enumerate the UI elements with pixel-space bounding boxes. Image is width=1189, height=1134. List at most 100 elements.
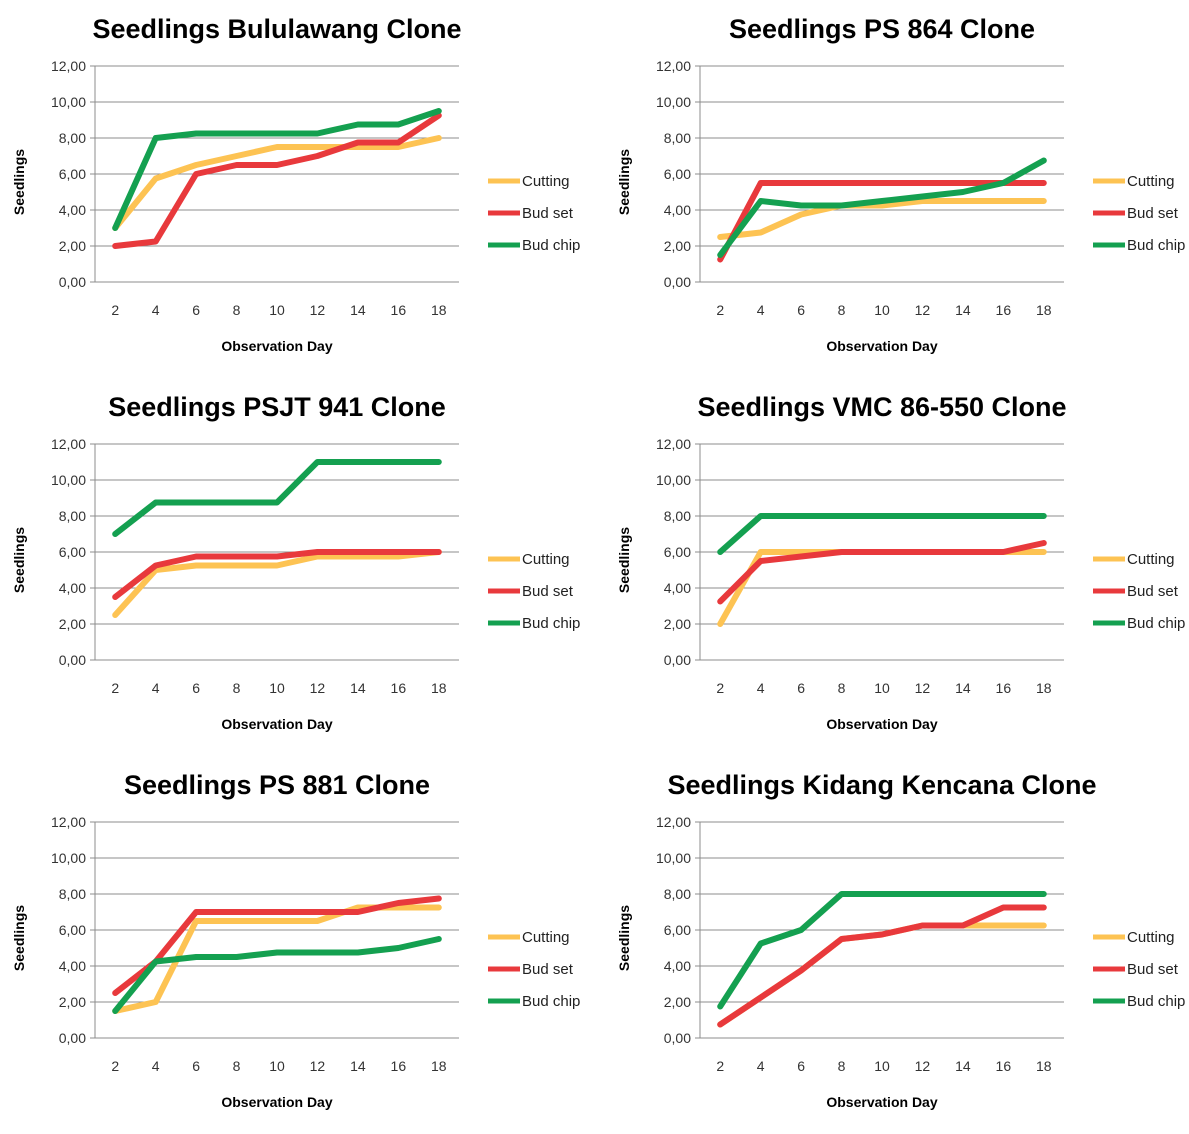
y-axis-label: Seedlings: [616, 527, 632, 593]
y-tick-label: 4,00: [59, 580, 86, 596]
x-tick-label: 8: [233, 302, 241, 318]
x-tick-label: 8: [233, 1058, 241, 1074]
legend-label: Bud set: [1127, 583, 1179, 600]
x-axis-label: Observation Day: [221, 1094, 332, 1110]
x-tick-label: 10: [269, 680, 285, 696]
x-tick-label: 14: [350, 302, 366, 318]
x-tick-label: 4: [757, 1058, 765, 1074]
y-tick-label: 8,00: [664, 886, 691, 902]
x-tick-label: 18: [1036, 1058, 1052, 1074]
x-axis-label: Observation Day: [826, 1094, 937, 1110]
y-tick-label: 4,00: [59, 202, 86, 218]
x-tick-label: 16: [391, 680, 407, 696]
legend-label: Cutting: [522, 551, 570, 568]
x-tick-label: 12: [915, 302, 931, 318]
y-tick-label: 6,00: [59, 166, 86, 182]
y-tick-label: 10,00: [656, 472, 691, 488]
y-tick-label: 6,00: [59, 544, 86, 560]
x-tick-label: 4: [152, 302, 160, 318]
series-line-bud-chip: [717, 891, 1047, 1010]
chart-title: Seedlings Kidang Kencana Clone: [667, 770, 1096, 800]
series-line-bud-chip: [717, 157, 1047, 258]
chart-panel: Seedlings PS 864 Clone 0,00 2,00 4,00 6,00 8,…: [605, 0, 1189, 378]
y-tick-label: 4,00: [59, 958, 86, 974]
series-line-bud-set: [112, 112, 442, 249]
y-tick-label: 8,00: [59, 886, 86, 902]
y-tick-label: 0,00: [664, 274, 691, 290]
y-tick-label: 0,00: [664, 652, 691, 668]
x-tick-label: 10: [874, 302, 890, 318]
x-tick-label: 4: [757, 680, 765, 696]
x-tick-label: 4: [152, 680, 160, 696]
y-tick-label: 12,00: [656, 58, 691, 74]
series-line-cutting: [112, 135, 442, 231]
x-tick-label: 16: [391, 1058, 407, 1074]
x-tick-label: 18: [1036, 302, 1052, 318]
legend-label: Bud chip: [1127, 993, 1185, 1010]
y-tick-label: 0,00: [664, 1030, 691, 1046]
x-tick-label: 2: [716, 680, 724, 696]
y-tick-label: 10,00: [51, 850, 86, 866]
line-chart: Seedlings VMC 86-550 Clone 0,00 2,00 4,00 6,…: [616, 392, 1185, 732]
x-tick-label: 12: [310, 1058, 326, 1074]
series-line-cutting: [717, 198, 1047, 240]
legend-label: Bud chip: [1127, 615, 1185, 632]
x-tick-label: 16: [391, 302, 407, 318]
x-tick-label: 6: [192, 1058, 200, 1074]
line-chart: Seedlings PSJT 941 Clone 0,00 2,00 4,00 6,00…: [11, 392, 580, 732]
series-line-bud-chip: [717, 513, 1047, 555]
x-tick-label: 6: [192, 680, 200, 696]
x-tick-label: 16: [996, 1058, 1012, 1074]
chart-title: Seedlings VMC 86-550 Clone: [697, 392, 1066, 422]
line-chart: Seedlings PS 864 Clone 0,00 2,00 4,00 6,00 8,…: [616, 14, 1185, 354]
y-tick-label: 10,00: [51, 472, 86, 488]
x-tick-label: 10: [874, 1058, 890, 1074]
x-axis-label: Observation Day: [221, 716, 332, 732]
y-tick-label: 10,00: [656, 94, 691, 110]
legend-label: Bud set: [1127, 961, 1179, 978]
legend-label: Cutting: [1127, 173, 1175, 190]
y-tick-label: 4,00: [664, 202, 691, 218]
y-tick-label: 4,00: [664, 958, 691, 974]
x-tick-label: 10: [269, 302, 285, 318]
legend-label: Bud chip: [522, 237, 580, 254]
x-tick-label: 2: [111, 680, 119, 696]
y-tick-label: 12,00: [51, 436, 86, 452]
y-tick-label: 2,00: [59, 238, 86, 254]
legend-label: Bud chip: [522, 615, 580, 632]
x-tick-label: 8: [838, 680, 846, 696]
y-tick-label: 12,00: [51, 58, 86, 74]
x-axis-label: Observation Day: [826, 338, 937, 354]
x-tick-label: 12: [310, 302, 326, 318]
y-tick-label: 10,00: [51, 94, 86, 110]
x-tick-label: 2: [111, 302, 119, 318]
series-line-bud-chip: [112, 459, 442, 537]
legend-label: Cutting: [522, 173, 570, 190]
y-tick-label: 0,00: [59, 1030, 86, 1046]
legend-label: Bud set: [522, 583, 574, 600]
chart-title: Seedlings PS 864 Clone: [729, 14, 1035, 44]
y-tick-label: 8,00: [59, 508, 86, 524]
y-tick-label: 2,00: [59, 616, 86, 632]
legend-label: Bud set: [522, 961, 574, 978]
y-axis-label: Seedlings: [11, 149, 27, 215]
chart-grid: Seedlings Bululawang Clone 0,00 2,00 4,00 6,…: [11, 0, 1189, 1110]
y-tick-label: 10,00: [656, 850, 691, 866]
x-tick-label: 8: [838, 1058, 846, 1074]
legend-label: Bud chip: [522, 993, 580, 1010]
x-axis-label: Observation Day: [826, 716, 937, 732]
chart-panel: Seedlings VMC 86-550 Clone 0,00 2,00 4,00 6,…: [605, 378, 1189, 756]
y-tick-label: 8,00: [59, 130, 86, 146]
y-tick-label: 0,00: [59, 652, 86, 668]
y-tick-label: 0,00: [59, 274, 86, 290]
legend-label: Cutting: [522, 929, 570, 946]
chart-title: Seedlings Bululawang Clone: [92, 14, 461, 44]
x-tick-label: 16: [996, 680, 1012, 696]
x-tick-label: 12: [915, 680, 931, 696]
x-tick-label: 14: [955, 1058, 971, 1074]
series-line-bud-chip: [112, 936, 442, 1014]
chart-panel: Seedlings PS 881 Clone 0,00 2,00 4,00 6,00 8,…: [0, 756, 595, 1134]
y-tick-label: 2,00: [664, 616, 691, 632]
x-tick-label: 18: [431, 680, 447, 696]
series-line-bud-set: [717, 180, 1047, 263]
